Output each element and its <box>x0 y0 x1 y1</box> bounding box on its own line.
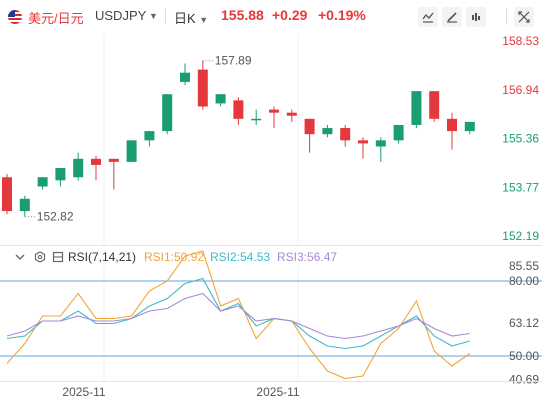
fullscreen-button[interactable] <box>514 7 534 27</box>
candle-body <box>411 91 422 125</box>
rsi-axis-label: 80.00 <box>509 274 539 288</box>
price-axis-label: 156.94 <box>502 83 539 97</box>
candle-body <box>375 140 386 147</box>
price-axis-label: 158.53 <box>502 34 539 48</box>
price-axis-label: 152.19 <box>502 229 539 243</box>
us-flag-icon <box>8 10 22 24</box>
candle-body <box>108 158 119 162</box>
rsi2-line <box>6 277 470 350</box>
symbol-dropdown-icon[interactable]: ▼ <box>149 11 158 21</box>
price-axis-label: 155.36 <box>502 132 539 146</box>
rsi3-legend: RSI3:56.47 <box>277 250 338 264</box>
period-selector[interactable]: 日K ▼ <box>174 8 208 27</box>
candle-body <box>73 158 84 178</box>
rsi3-line <box>6 292 470 340</box>
period-label: 日K <box>174 11 196 26</box>
candle-body <box>233 100 244 119</box>
candle-body <box>340 128 351 141</box>
candle-body <box>322 128 333 135</box>
candle-body <box>126 140 137 162</box>
time-axis-label: 2025-11 <box>62 385 105 399</box>
indicator-icon <box>422 12 434 23</box>
candle-body <box>144 131 155 141</box>
fullscreen-icon <box>518 11 530 23</box>
rsi2-legend: RSI2:54.53 <box>210 250 271 264</box>
instrument-symbol[interactable]: USDJPY <box>95 8 147 23</box>
candle-body <box>464 121 475 132</box>
candle-body <box>304 118 315 135</box>
candlestick-chart[interactable]: 157.89 152.82 158.53 156.94 155.36 153.77 152.… <box>0 34 542 246</box>
rsi-axis-label: 63.12 <box>509 316 539 330</box>
candle-body <box>269 109 279 113</box>
candle-body <box>358 140 368 144</box>
candle-body <box>37 177 48 187</box>
rsi1-line <box>6 250 471 380</box>
candle-body <box>2 177 12 212</box>
candle-body <box>19 198 30 212</box>
candle-body <box>215 94 226 104</box>
candle-body <box>286 112 297 116</box>
hide-icon <box>472 13 480 21</box>
rsi-axis-label: 40.69 <box>509 372 539 386</box>
candle-body <box>180 72 190 82</box>
price-change-percent: +0.19% <box>318 7 366 23</box>
last-price: 155.88 <box>221 7 264 23</box>
header-divider <box>165 9 166 24</box>
instrument-name[interactable]: 美元/日元 <box>28 11 84 26</box>
rsi-axis-label: 50.00 <box>509 349 539 363</box>
rsi1-legend: RSI1:50.92 <box>144 250 205 264</box>
time-axis-label: 2025-11 <box>256 385 299 399</box>
draw-button[interactable] <box>442 7 462 27</box>
candle-body <box>55 168 66 181</box>
indicator-button[interactable] <box>418 7 438 27</box>
collapse-icon[interactable] <box>14 251 26 263</box>
rsi-axis-label: 85.55 <box>509 259 539 273</box>
candle-body <box>251 118 262 121</box>
hide-button[interactable] <box>466 7 486 27</box>
price-change: +0.29 <box>272 7 308 23</box>
toolbar-divider <box>506 9 507 25</box>
candle-body <box>162 94 173 132</box>
quote-header: 美元/日元 USDJPY ▼ 日K ▼ 155.88 +0.29 +0.19% <box>0 0 542 34</box>
settings-icon[interactable] <box>34 251 46 263</box>
candle-body <box>447 118 457 132</box>
candle-body <box>393 124 404 141</box>
high-label: 157.89 <box>215 54 252 68</box>
hide-indicator-icon[interactable] <box>52 251 64 263</box>
price-axis-label: 153.77 <box>502 180 539 194</box>
period-dropdown-icon: ▼ <box>199 15 209 25</box>
rsi-indicator-title: RSI(7,14,21) <box>68 250 137 264</box>
draw-icon <box>447 12 457 23</box>
candle-body <box>429 91 440 119</box>
candle-body <box>91 158 101 165</box>
low-label: 152.82 <box>37 210 74 224</box>
candle-body <box>197 69 208 107</box>
